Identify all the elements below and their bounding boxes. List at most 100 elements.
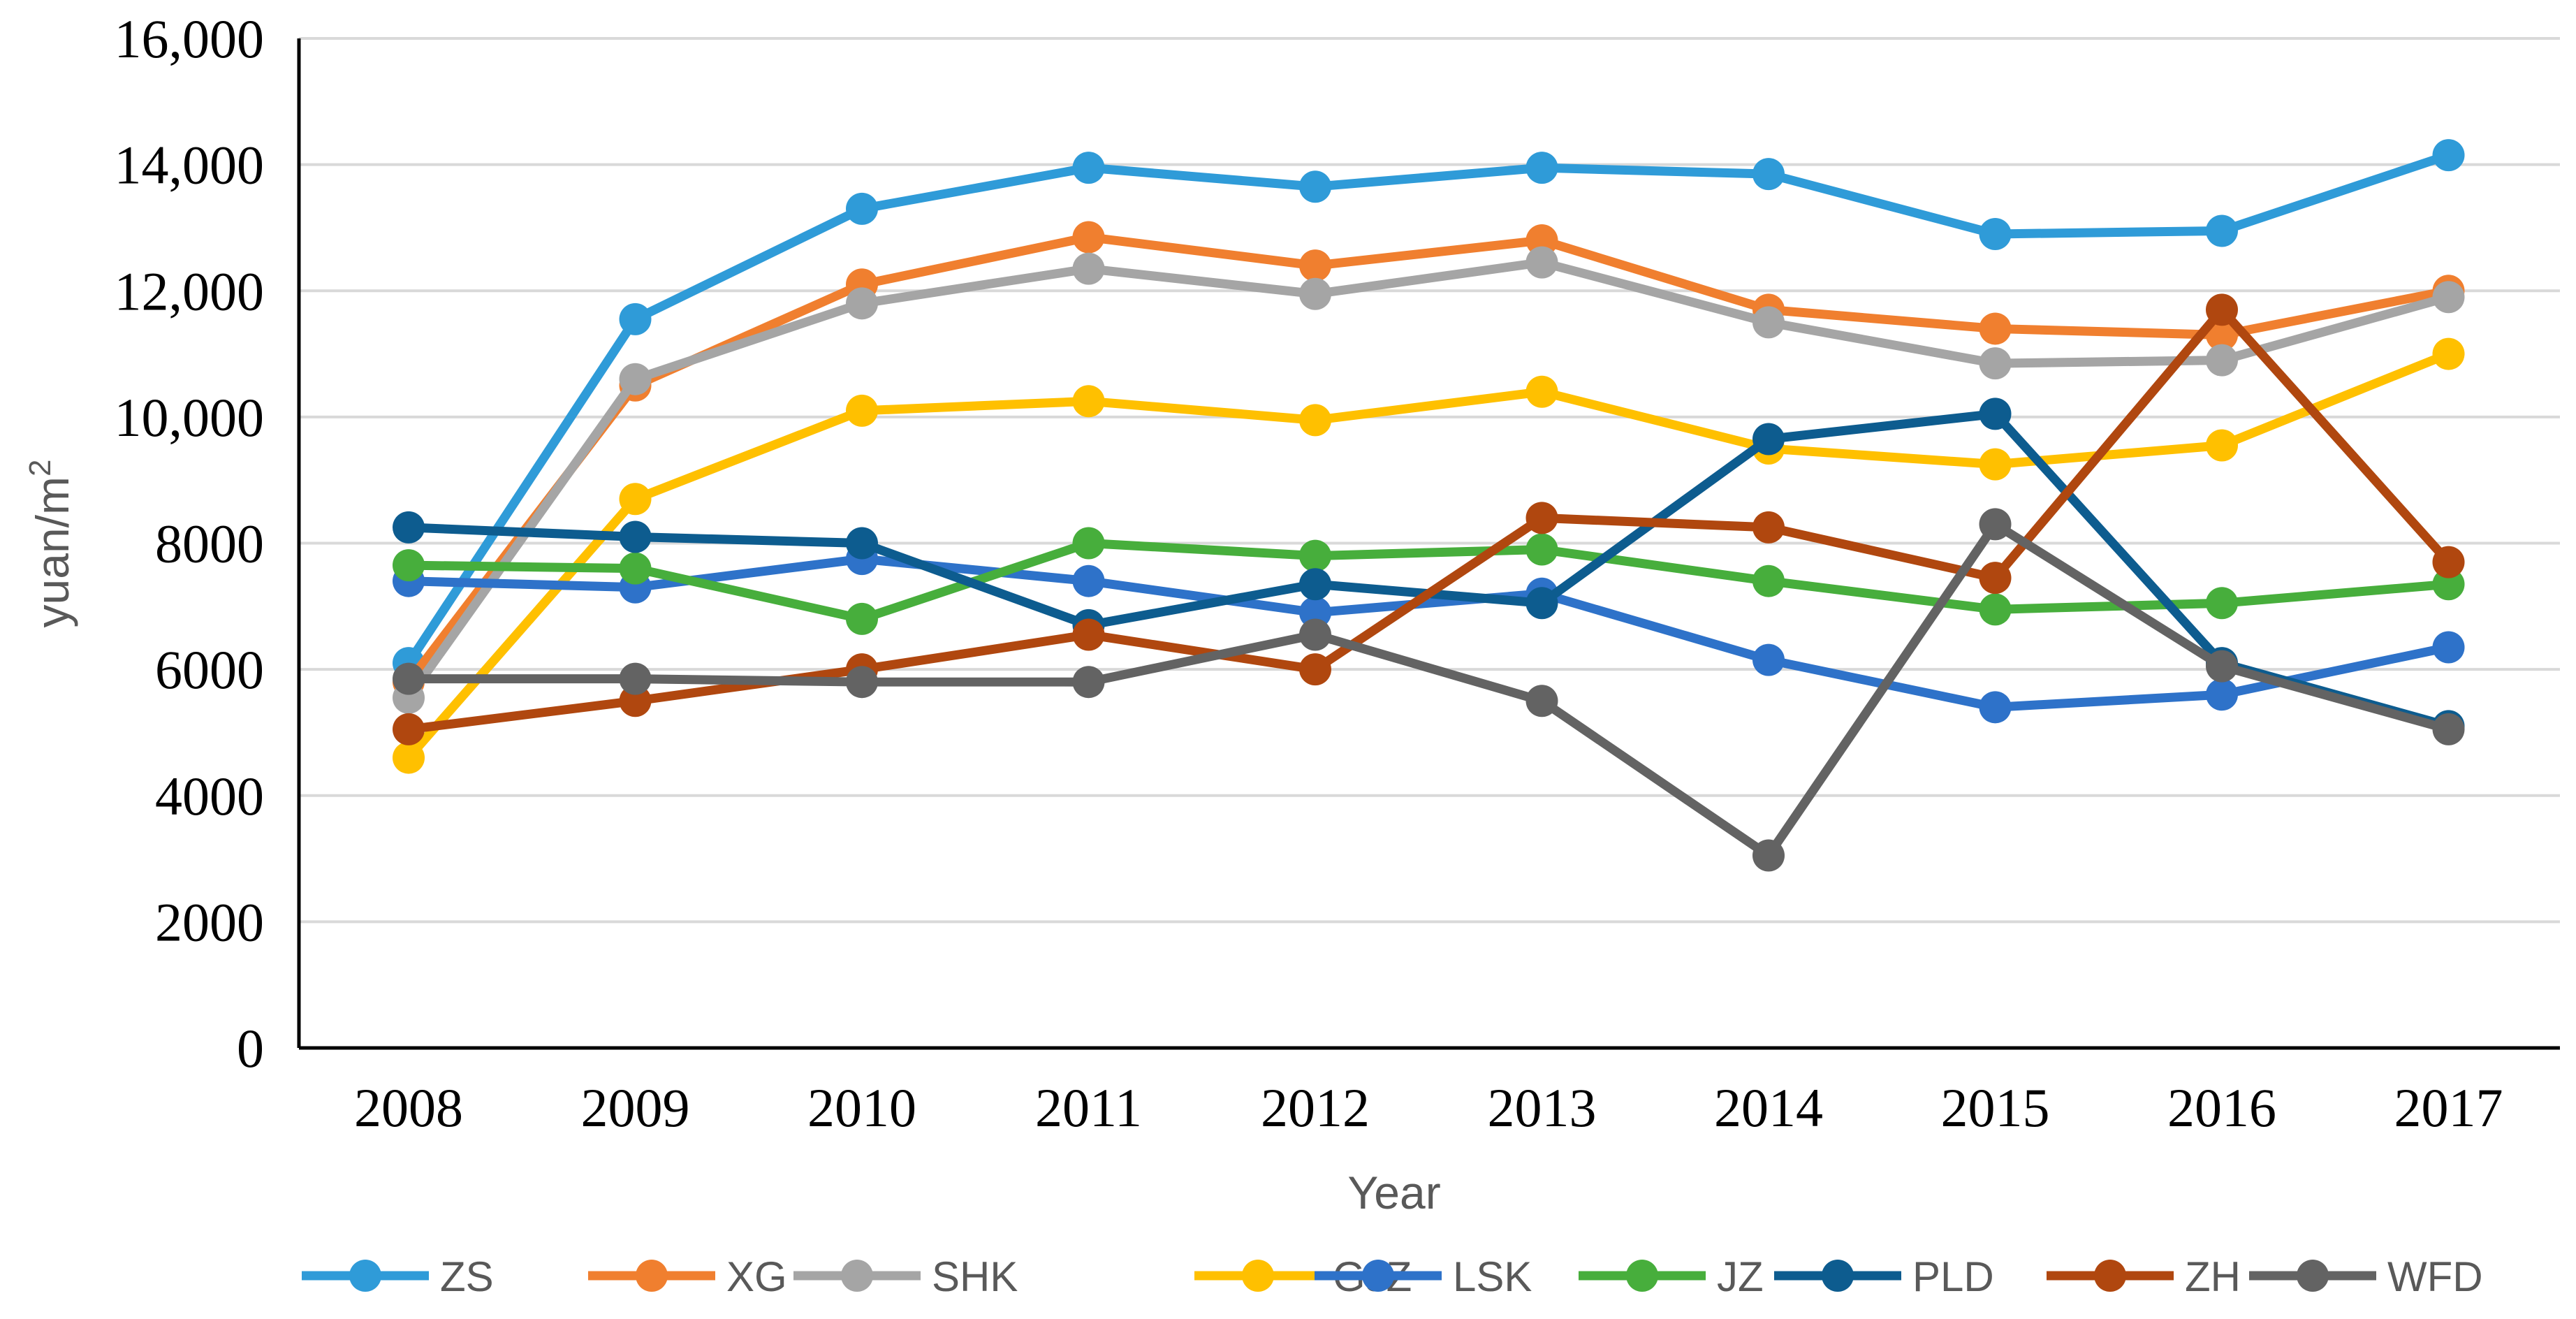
gridlines: [299, 37, 2560, 924]
series-wfd: [393, 508, 2465, 872]
legend-item-jz: JZ: [1579, 1253, 1764, 1300]
data-point-lsk: [2432, 631, 2465, 664]
series-line-xg: [404, 232, 2453, 687]
legend-label: ZS: [440, 1253, 494, 1300]
data-point-zh: [2432, 546, 2465, 578]
series-line-zs: [404, 150, 2453, 668]
data-point-gjz: [2206, 429, 2238, 462]
data-point-zh: [2206, 293, 2238, 326]
data-point-wfd: [1299, 618, 1331, 651]
data-point-gjz: [1979, 448, 2012, 481]
legend-item-wfd: WFD: [2249, 1253, 2483, 1300]
y-axis-title: yuan/m2: [23, 460, 78, 628]
y-axis-ticks: 0 2000 4000 6000 8000 10,000 12,000 14,000 16,00…: [115, 8, 265, 1079]
legend-marker-shk: [841, 1260, 873, 1292]
data-point-jz: [2206, 587, 2238, 620]
series-jz: [393, 527, 2465, 635]
y-tick-label: 14,000: [115, 135, 265, 196]
data-point-lsk: [1299, 596, 1331, 629]
data-point-shk: [2432, 281, 2465, 314]
legend-label: XG: [726, 1253, 787, 1300]
legend-marker-zs: [349, 1260, 381, 1292]
series-line-gjz: [404, 349, 2453, 763]
data-point-shk: [1072, 252, 1105, 285]
data-point-zh: [619, 685, 652, 717]
data-point-jz: [2432, 568, 2465, 601]
data-point-lsk: [1979, 691, 2012, 724]
data-point-gjz: [846, 394, 878, 427]
y-axis-title-unit: yuan/m: [27, 476, 78, 627]
y-axis-title-superscript: 2: [23, 460, 57, 476]
series-line-shk: [404, 258, 2453, 703]
x-axis-ticks: 2008 2009 2010 2011 2012 2013 2014 2015 2016 2017: [354, 1077, 2503, 1138]
data-point-gjz: [2432, 337, 2465, 370]
data-point-shk: [1979, 347, 2012, 380]
y-tick-label: 16,000: [115, 8, 265, 69]
data-point-pld: [1299, 568, 1331, 601]
y-tick-label: 4000: [155, 766, 264, 826]
series-lsk: [393, 543, 2465, 724]
data-point-zs: [2432, 139, 2465, 172]
series-line-wfd: [404, 519, 2453, 861]
data-point-wfd: [619, 662, 652, 695]
data-point-wfd: [1072, 666, 1105, 699]
data-point-gjz: [393, 741, 425, 774]
data-point-gjz: [1525, 375, 1558, 408]
data-point-zh: [1979, 562, 2012, 595]
legend-label: LSK: [1453, 1253, 1532, 1300]
y-tick-label: 2000: [155, 891, 264, 952]
data-point-zs: [2206, 214, 2238, 247]
data-point-gjz: [1299, 404, 1331, 437]
series-line-lsk: [404, 554, 2453, 712]
data-point-pld: [1752, 423, 1785, 456]
data-point-xg: [1525, 224, 1558, 256]
data-point-shk: [619, 363, 652, 395]
series-line-jz: [404, 539, 2453, 624]
series-shk: [393, 246, 2465, 714]
data-point-lsk: [2206, 678, 2238, 711]
data-point-jz: [619, 552, 652, 585]
data-point-gjz: [1072, 385, 1105, 418]
legend-label: PLD: [1912, 1253, 1994, 1300]
data-point-shk: [846, 287, 878, 320]
data-point-gjz: [619, 483, 652, 516]
data-point-shk: [1525, 246, 1558, 279]
data-point-zh: [1299, 653, 1331, 686]
data-point-jz: [1072, 527, 1105, 560]
legend-item-pld: PLD: [1774, 1253, 1994, 1300]
x-tick-label: 2017: [2394, 1077, 2503, 1138]
series-gjz: [393, 337, 2465, 774]
data-point-wfd: [1752, 839, 1785, 872]
data-point-wfd: [2432, 713, 2465, 745]
data-point-jz: [1979, 593, 2012, 626]
x-tick-label: 2016: [2167, 1077, 2276, 1138]
data-point-wfd: [1525, 685, 1558, 717]
x-tick-label: 2008: [354, 1077, 463, 1138]
data-point-zh: [1525, 502, 1558, 534]
y-tick-label: 6000: [155, 639, 264, 700]
legend-label: ZH: [2185, 1253, 2241, 1300]
legend: ZSXGSHKGJZLSKJZPLDZHWFD: [302, 1253, 2483, 1300]
data-point-zs: [1752, 158, 1785, 191]
legend-marker-pld: [1822, 1260, 1854, 1292]
series-group: [393, 139, 2465, 872]
data-point-pld: [1979, 398, 2012, 430]
x-tick-label: 2012: [1261, 1077, 1370, 1138]
data-point-zs: [1299, 170, 1331, 203]
data-point-wfd: [393, 662, 425, 695]
data-point-xg: [2206, 319, 2238, 351]
series-zh: [393, 293, 2465, 745]
data-point-shk: [1752, 306, 1785, 339]
x-tick-label: 2009: [581, 1077, 690, 1138]
y-tick-label: 12,000: [115, 261, 265, 321]
data-point-shk: [2206, 344, 2238, 377]
legend-item-zh: ZH: [2047, 1253, 2241, 1300]
data-point-pld: [846, 527, 878, 560]
data-point-zs: [1525, 152, 1558, 184]
data-point-zs: [1979, 217, 2012, 250]
data-point-zs: [1072, 152, 1105, 184]
legend-item-lsk: LSK: [1315, 1253, 1532, 1300]
data-point-pld: [393, 511, 425, 544]
legend-item-shk: SHK: [793, 1253, 1018, 1300]
